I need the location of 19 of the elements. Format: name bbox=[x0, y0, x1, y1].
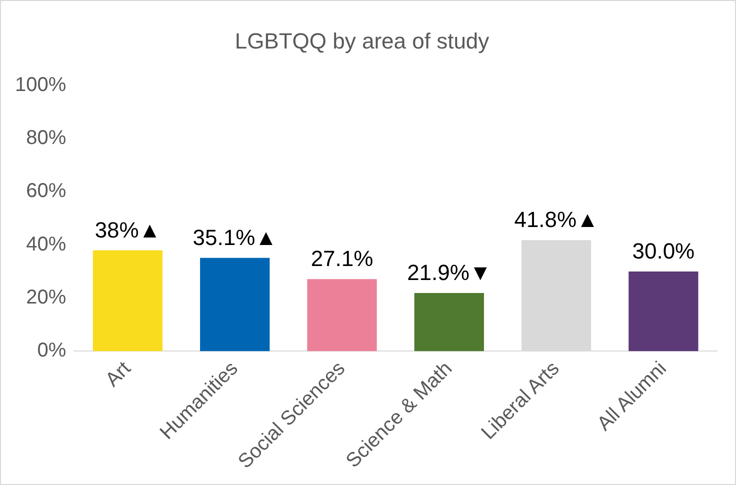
chart-title: LGBTQQ by area of study bbox=[234, 28, 490, 54]
y-tick-label: 100% bbox=[14, 74, 66, 96]
bar bbox=[92, 250, 163, 352]
bar bbox=[414, 292, 484, 352]
y-tick-label: 20% bbox=[26, 286, 66, 309]
data-label: 41.8%▲ bbox=[514, 207, 598, 232]
bar bbox=[307, 279, 377, 352]
bar bbox=[200, 258, 270, 352]
y-tick-label: 80% bbox=[26, 127, 66, 150]
data-label: 21.9%▼ bbox=[407, 260, 492, 286]
data-label: 30.0% bbox=[632, 238, 695, 264]
x-tick-label: Art bbox=[102, 357, 136, 392]
data-label: 35.1%▲ bbox=[192, 224, 277, 250]
data-label: 27.1% bbox=[310, 246, 374, 272]
bar bbox=[628, 271, 698, 352]
data-label: 38%▲ bbox=[94, 217, 161, 242]
y-tick-label: 0% bbox=[37, 340, 66, 362]
y-tick-label: 40% bbox=[26, 233, 66, 256]
y-tick-label: 60% bbox=[26, 180, 66, 202]
